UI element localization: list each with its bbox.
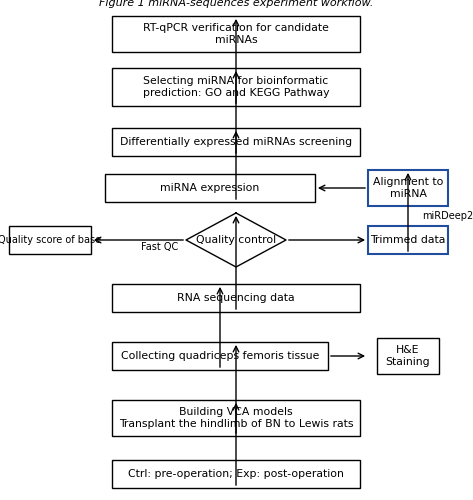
FancyBboxPatch shape bbox=[112, 342, 328, 370]
FancyBboxPatch shape bbox=[112, 284, 360, 312]
Text: Fast QC: Fast QC bbox=[141, 242, 178, 252]
FancyBboxPatch shape bbox=[112, 16, 360, 52]
FancyBboxPatch shape bbox=[377, 338, 439, 374]
FancyBboxPatch shape bbox=[112, 68, 360, 106]
Text: Trimmed data: Trimmed data bbox=[370, 235, 446, 245]
Text: Quality control: Quality control bbox=[196, 235, 276, 245]
FancyBboxPatch shape bbox=[105, 174, 315, 202]
Text: Differentially expressed miRNAs screening: Differentially expressed miRNAs screenin… bbox=[120, 137, 352, 147]
Text: Collecting quadriceps femoris tissue: Collecting quadriceps femoris tissue bbox=[121, 351, 319, 361]
FancyBboxPatch shape bbox=[112, 460, 360, 488]
FancyBboxPatch shape bbox=[368, 170, 448, 206]
Text: H&E
Staining: H&E Staining bbox=[385, 345, 430, 367]
Text: Ctrl: pre-operation; Exp: post-operation: Ctrl: pre-operation; Exp: post-operation bbox=[128, 469, 344, 479]
Polygon shape bbox=[186, 213, 286, 267]
Text: RT-qPCR verification for candidate
miRNAs: RT-qPCR verification for candidate miRNA… bbox=[143, 23, 329, 45]
FancyBboxPatch shape bbox=[112, 128, 360, 156]
FancyBboxPatch shape bbox=[368, 226, 448, 254]
FancyBboxPatch shape bbox=[112, 400, 360, 436]
Text: Selecting miRNA for bioinformatic
prediction: GO and KEGG Pathway: Selecting miRNA for bioinformatic predic… bbox=[143, 76, 329, 98]
Text: miRNA expression: miRNA expression bbox=[160, 183, 260, 193]
Text: RNA sequencing data: RNA sequencing data bbox=[177, 293, 295, 303]
Text: Figure 1 miRNA-sequences experiment workflow.: Figure 1 miRNA-sequences experiment work… bbox=[99, 0, 373, 8]
Text: Quality score of base: Quality score of base bbox=[0, 235, 102, 245]
Text: Building VCA models
Transplant the hindlimb of BN to Lewis rats: Building VCA models Transplant the hindl… bbox=[119, 407, 353, 429]
Text: Alignment to
miRNA: Alignment to miRNA bbox=[373, 177, 443, 199]
Text: miRDeep2: miRDeep2 bbox=[422, 211, 473, 221]
FancyBboxPatch shape bbox=[9, 226, 91, 254]
